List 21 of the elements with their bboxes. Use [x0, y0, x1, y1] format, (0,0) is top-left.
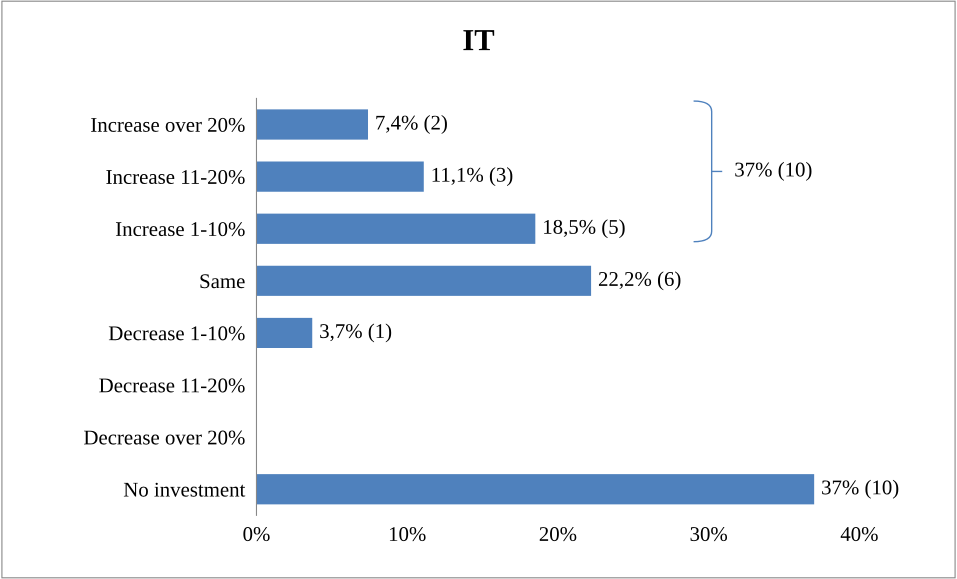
data-label: 22,2% (6): [598, 271, 680, 290]
data-label: 37% (10): [822, 480, 898, 499]
data-label: 11,1% (3): [432, 167, 512, 186]
y-tick-label: Increase 1-10%: [116, 222, 245, 236]
data-label: 7,4% (2): [376, 115, 447, 134]
data-label: 3,7% (1): [320, 323, 392, 342]
y-tick-label: Decrease 11-20%: [99, 378, 245, 393]
y-tick-label: Decrease 1-10%: [108, 326, 245, 340]
x-tick-label: 20%: [540, 527, 576, 542]
y-tick-label: No investment: [124, 482, 246, 497]
y-tick-label: Increase 11-20%: [106, 170, 245, 184]
y-tick-label: Decrease over 20%: [84, 430, 245, 445]
x-tick-label: 10%: [390, 527, 426, 542]
x-tick-label: 30%: [690, 527, 728, 542]
annotation: 37% (10): [735, 162, 812, 181]
y-tick-label: Increase over 20%: [91, 118, 245, 132]
y-tick-label: Same: [200, 274, 245, 288]
x-tick-label: 40%: [840, 527, 878, 542]
data-label: 18,5% (5): [544, 219, 625, 238]
x-tick-label: 0%: [243, 527, 270, 542]
chart-title: IT: [463, 30, 494, 50]
